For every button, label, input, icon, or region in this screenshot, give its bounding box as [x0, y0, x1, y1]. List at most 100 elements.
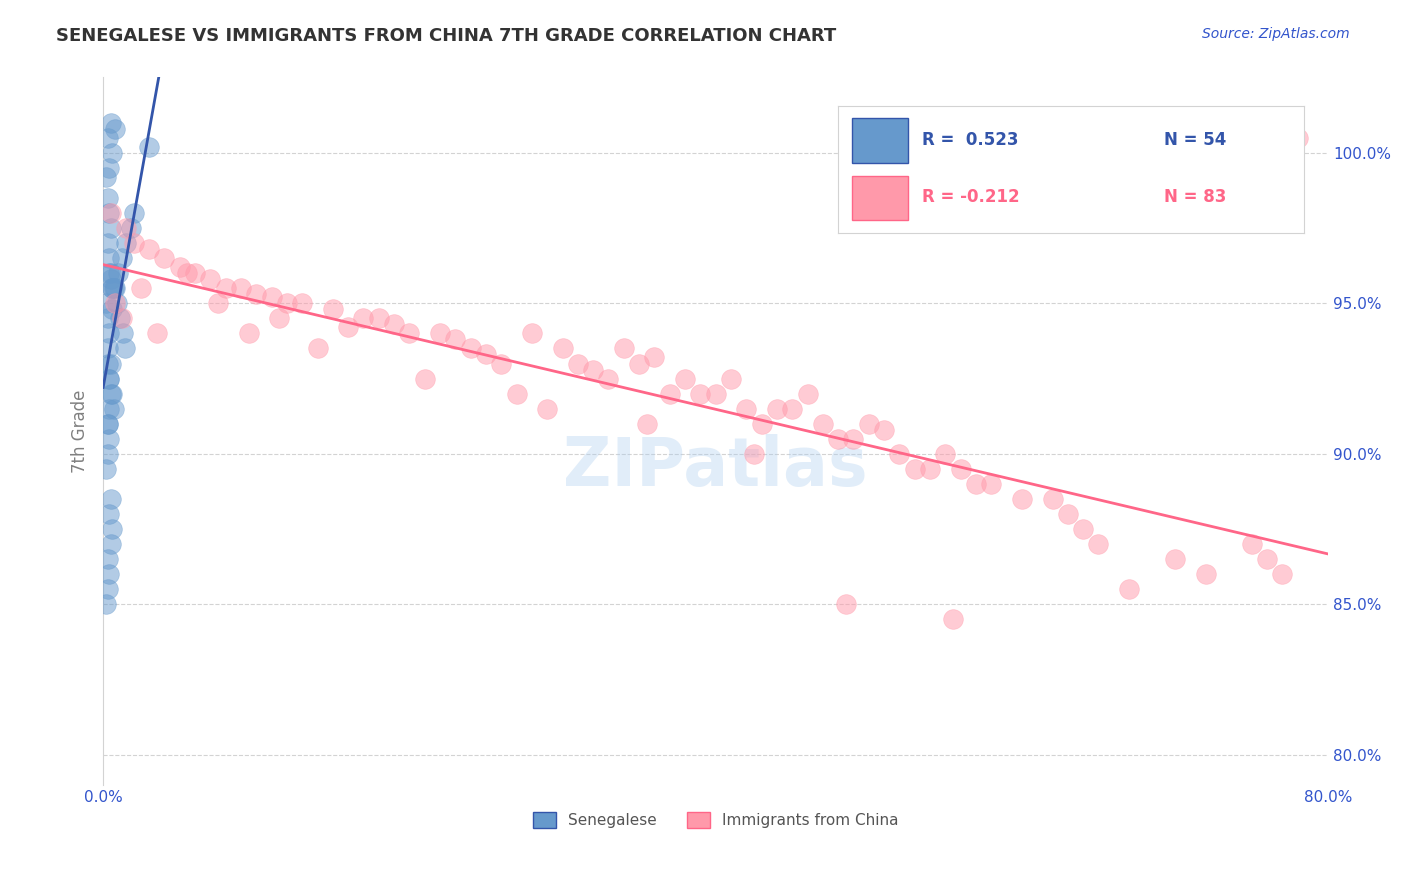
Point	[153, 251, 176, 265]
Point	[184, 266, 207, 280]
Point	[1256, 552, 1278, 566]
Point	[322, 302, 344, 317]
Point	[704, 386, 727, 401]
Point	[1194, 567, 1216, 582]
Point	[1042, 491, 1064, 506]
Point	[636, 417, 658, 431]
Point	[98, 401, 121, 416]
Point	[100, 206, 122, 220]
Point	[367, 311, 389, 326]
Point	[796, 386, 818, 401]
Point	[858, 417, 880, 431]
Point	[382, 318, 405, 332]
Point	[97, 342, 120, 356]
Point	[842, 432, 865, 446]
Point	[520, 326, 543, 341]
Point	[97, 235, 120, 250]
Point	[904, 462, 927, 476]
Point	[505, 386, 527, 401]
Point	[260, 290, 283, 304]
Point	[96, 296, 118, 310]
Point	[207, 296, 229, 310]
Point	[104, 281, 127, 295]
Point	[101, 281, 124, 295]
Point	[720, 371, 742, 385]
Point	[97, 447, 120, 461]
Point	[245, 287, 267, 301]
Point	[735, 401, 758, 416]
Point	[269, 311, 291, 326]
Point	[100, 221, 122, 235]
Point	[444, 333, 467, 347]
Point	[96, 462, 118, 476]
Point	[115, 235, 138, 250]
Point	[114, 342, 136, 356]
Point	[98, 266, 121, 280]
Point	[97, 130, 120, 145]
Point	[934, 447, 956, 461]
Point	[138, 242, 160, 256]
Point	[643, 351, 665, 365]
Point	[551, 342, 574, 356]
Point	[103, 281, 125, 295]
Point	[108, 311, 131, 326]
Point	[229, 281, 252, 295]
Point	[291, 296, 314, 310]
Point	[1011, 491, 1033, 506]
Point	[101, 302, 124, 317]
Point	[1118, 582, 1140, 597]
Point	[689, 386, 711, 401]
Point	[98, 371, 121, 385]
Point	[98, 432, 121, 446]
Point	[811, 417, 834, 431]
Point	[97, 552, 120, 566]
Point	[598, 371, 620, 385]
Point	[101, 522, 124, 536]
Point	[97, 582, 120, 597]
Point	[103, 401, 125, 416]
Point	[96, 169, 118, 184]
Point	[145, 326, 167, 341]
Point	[122, 235, 145, 250]
Point	[120, 221, 142, 235]
Point	[582, 362, 605, 376]
Point	[100, 357, 122, 371]
Point	[398, 326, 420, 341]
Point	[200, 272, 222, 286]
Point	[873, 423, 896, 437]
Point	[110, 251, 132, 265]
Point	[214, 281, 236, 295]
Point	[918, 462, 941, 476]
Point	[536, 401, 558, 416]
Point	[949, 462, 972, 476]
Point	[965, 477, 987, 491]
Point	[1087, 537, 1109, 551]
Point	[98, 161, 121, 175]
Point	[97, 357, 120, 371]
Point	[742, 447, 765, 461]
Point	[98, 206, 121, 220]
Point	[97, 417, 120, 431]
Point	[101, 145, 124, 160]
Point	[97, 311, 120, 326]
Point	[104, 296, 127, 310]
Point	[780, 401, 803, 416]
Point	[115, 221, 138, 235]
Point	[97, 417, 120, 431]
Y-axis label: 7th Grade: 7th Grade	[72, 390, 89, 473]
Point	[100, 115, 122, 129]
Point	[567, 357, 589, 371]
Point	[100, 386, 122, 401]
Point	[112, 326, 135, 341]
Point	[835, 598, 858, 612]
Point	[101, 386, 124, 401]
Point	[98, 326, 121, 341]
Point	[628, 357, 651, 371]
Point	[96, 598, 118, 612]
Point	[673, 371, 696, 385]
Point	[337, 320, 360, 334]
Point	[460, 342, 482, 356]
Point	[942, 612, 965, 626]
Legend: Senegalese, Immigrants from China: Senegalese, Immigrants from China	[526, 805, 905, 834]
Text: SENEGALESE VS IMMIGRANTS FROM CHINA 7TH GRADE CORRELATION CHART: SENEGALESE VS IMMIGRANTS FROM CHINA 7TH …	[56, 27, 837, 45]
